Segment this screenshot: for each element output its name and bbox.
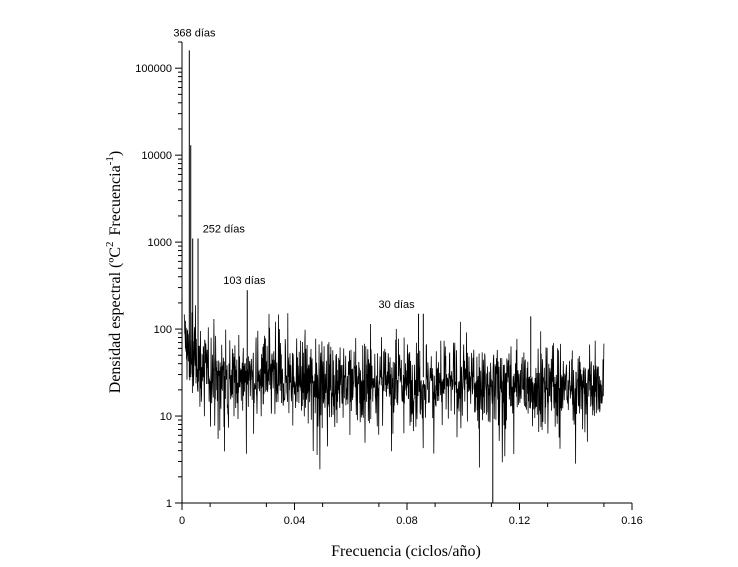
spectrum-series-line <box>183 305 605 470</box>
y-tick-label: 1 <box>166 498 172 510</box>
x-tick-label: 0.04 <box>284 515 305 527</box>
x-tick-label: 0.12 <box>509 515 530 527</box>
y-tick-label: 100 <box>154 324 172 336</box>
y-tick-label: 1000 <box>148 237 172 249</box>
y-axis-title-superscript-2: 2 <box>104 241 116 247</box>
y-tick-label: 10 <box>160 411 172 423</box>
peak-annotations: 368 días 252 días 103 días 30 días <box>173 27 415 310</box>
x-tick-label: 0 <box>179 515 185 527</box>
y-axis-title-part-e: ) <box>107 151 124 156</box>
x-tick-label: 0.16 <box>621 515 642 527</box>
y-axis-title-part-a: Densidad espectral (ºC <box>107 247 124 393</box>
y-axis-title-superscript-minus1: -1 <box>104 156 116 165</box>
y-tick-label: 100000 <box>135 63 172 75</box>
plot-area <box>183 50 605 503</box>
peak-label: 30 días <box>379 299 416 311</box>
peak-label: 368 días <box>173 27 216 39</box>
y-axis-title: Densidad espectral (ºC2 Frecuencia-1) <box>104 151 124 393</box>
x-axis-title: Frecuencia (ciclos/año) <box>331 543 481 560</box>
y-tick-label: 10000 <box>141 150 172 162</box>
x-ticks: 0 0.04 0.08 0.12 0.16 <box>179 503 643 527</box>
peak-label: 252 días <box>203 224 246 236</box>
y-axis-title-part-c: Frecuencia <box>107 165 124 235</box>
peak-label: 103 días <box>223 275 266 287</box>
x-tick-label: 0.08 <box>396 515 417 527</box>
y-ticks: 1 10 100 1000 10000 100000 <box>135 41 182 510</box>
